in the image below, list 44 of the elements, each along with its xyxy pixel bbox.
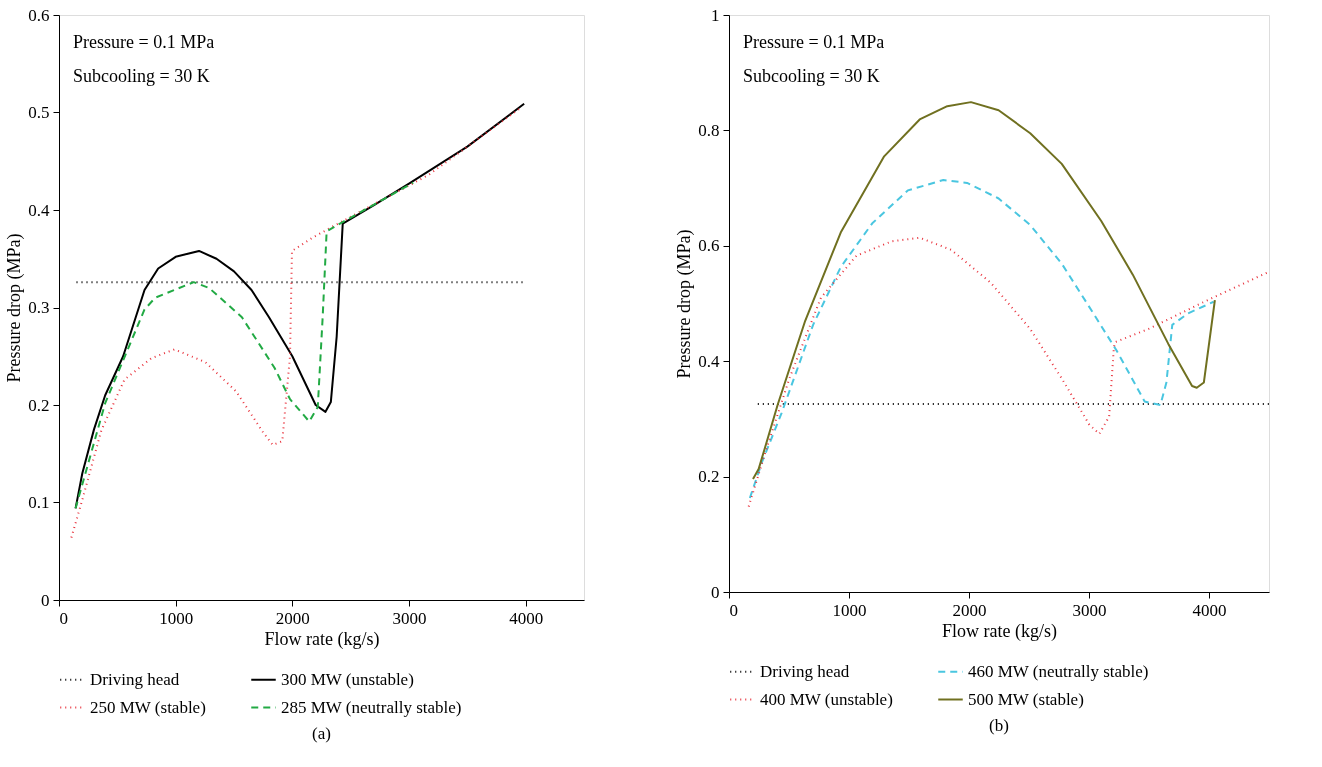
line-series [74, 181, 415, 510]
y-tick-label: 1 [711, 5, 720, 25]
line-series [748, 179, 1215, 499]
annotation: Subcooling = 30 K [73, 66, 210, 86]
y-tick-label: 0.4 [28, 200, 50, 220]
x-tick-label: 0 [729, 600, 738, 620]
legend-label: 460 MW (neutrally stable) [968, 661, 1149, 681]
y-tick-label: 0.6 [698, 236, 720, 256]
legend-label: 300 MW (unstable) [281, 669, 414, 689]
x-tick-label: 4000 [1192, 600, 1227, 620]
y-tick-label: 0.1 [28, 493, 50, 512]
x-axis-title: Flow rate (kg/s) [264, 628, 380, 650]
annotation: Pressure = 0.1 MPa [743, 32, 885, 52]
legend-label: 285 MW (neutrally stable) [281, 697, 462, 717]
legend-label: 400 MW (unstable) [760, 689, 893, 709]
text: (a) [312, 724, 331, 743]
legend-label: 250 MW (stable) [90, 697, 206, 717]
x-tick-label: 4000 [509, 608, 544, 628]
annotation: Pressure = 0.1 MPa [73, 32, 215, 52]
y-axis-title: Pressure drop (MPa) [4, 233, 26, 383]
y-tick-label: 0 [711, 582, 720, 602]
y-axis-title: Pressure drop (MPa) [674, 229, 696, 379]
y-tick-label: 0.2 [698, 467, 720, 487]
x-axis-title: Flow rate (kg/s) [942, 620, 1057, 642]
x-tick-label: 2000 [275, 608, 310, 628]
legend-label: Driving head [760, 661, 850, 681]
x-tick-label: 1000 [832, 600, 867, 620]
x-tick-label: 1000 [159, 608, 194, 628]
line-series [747, 236, 1270, 508]
y-tick-label: 0.6 [28, 5, 50, 25]
y-tick-label: 0.2 [28, 395, 50, 415]
x-tick-label: 3000 [392, 608, 427, 628]
legend-label: 500 MW (stable) [968, 689, 1084, 709]
text: (b) [989, 716, 1009, 735]
annotation: Subcooling = 30 K [743, 66, 880, 86]
y-tick-label: 0.3 [28, 298, 50, 317]
y-tick-label: 0.8 [698, 120, 720, 140]
y-tick-label: 0.4 [698, 351, 720, 371]
y-tick-label: 0.5 [28, 103, 50, 122]
x-tick-label: 0 [59, 608, 68, 628]
legend-label: Driving head [90, 669, 180, 689]
x-tick-label: 2000 [952, 600, 987, 620]
line-series [752, 101, 1216, 480]
x-tick-label: 3000 [1072, 600, 1107, 620]
